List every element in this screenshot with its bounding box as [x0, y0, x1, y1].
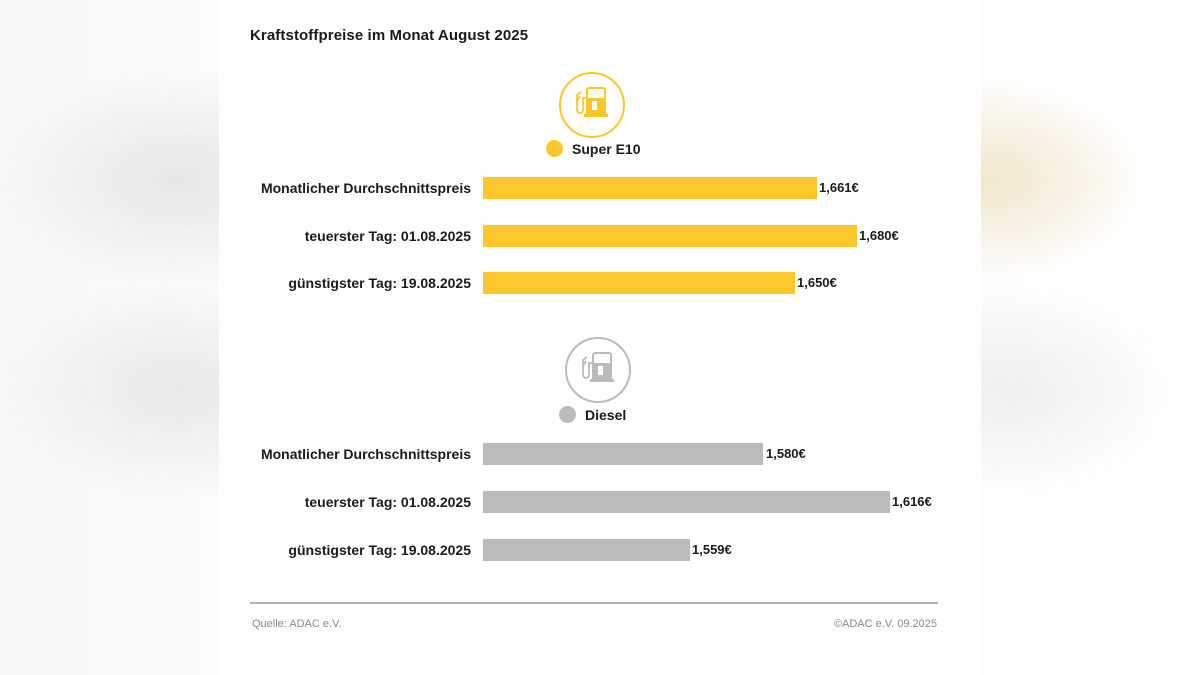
bar-row-super-e10-average: Monatlicher Durchschnittspreis 1,661€ — [219, 177, 981, 199]
legend-dot-diesel — [559, 406, 576, 423]
bar-diesel-cheapest — [483, 539, 690, 561]
bar-row-diesel-cheapest: günstigster Tag: 19.08.2025 1,559€ — [219, 539, 981, 561]
legend-diesel: Diesel — [559, 406, 626, 423]
bar-diesel-average — [483, 443, 763, 465]
legend-label-super-e10: Super E10 — [572, 140, 641, 157]
diesel-fuel-pump-icon — [565, 337, 631, 403]
bar-super-e10-cheapest — [483, 272, 795, 294]
bar-value: 1,616€ — [892, 494, 932, 509]
row-label: teuerster Tag: 01.08.2025 — [304, 494, 471, 510]
bar-row-diesel-most-expensive: teuerster Tag: 01.08.2025 1,616€ — [219, 491, 981, 513]
bar-value: 1,559€ — [692, 542, 732, 557]
bar-value: 1,680€ — [859, 228, 899, 243]
source-note: Quelle: ADAC e.V. — [252, 618, 342, 630]
bar-row-super-e10-most-expensive: teuerster Tag: 01.08.2025 1,680€ — [219, 225, 981, 247]
row-label: günstigster Tag: 19.08.2025 — [288, 275, 471, 291]
legend-super-e10: Super E10 — [546, 140, 640, 157]
copyright-note: ©ADAC e.V. 09.2025 — [833, 618, 937, 630]
bar-diesel-most-expensive — [483, 491, 890, 513]
row-label: günstigster Tag: 19.08.2025 — [288, 542, 471, 558]
chart-title: Kraftstoffpreise im Monat August 2025 — [250, 27, 529, 44]
bar-super-e10-average — [483, 177, 817, 199]
row-label: Monatlicher Durchschnittspreis — [260, 180, 471, 196]
row-label: Monatlicher Durchschnittspreis — [260, 446, 471, 462]
bar-super-e10-most-expensive — [483, 225, 857, 247]
footer-divider — [250, 602, 938, 604]
infographic-card: Kraftstoffpreise im Monat August 2025 Su… — [219, 0, 981, 675]
bar-row-diesel-average: Monatlicher Durchschnittspreis 1,580€ — [219, 443, 981, 465]
row-label: teuerster Tag: 01.08.2025 — [304, 228, 471, 244]
bar-value: 1,661€ — [819, 180, 859, 195]
bar-value: 1,580€ — [766, 446, 806, 461]
super-e10-fuel-pump-icon — [559, 72, 625, 138]
bar-row-super-e10-cheapest: günstigster Tag: 19.08.2025 1,650€ — [219, 272, 981, 294]
bar-value: 1,650€ — [797, 275, 837, 290]
legend-label-diesel: Diesel — [585, 406, 627, 423]
legend-dot-super-e10 — [546, 140, 563, 157]
